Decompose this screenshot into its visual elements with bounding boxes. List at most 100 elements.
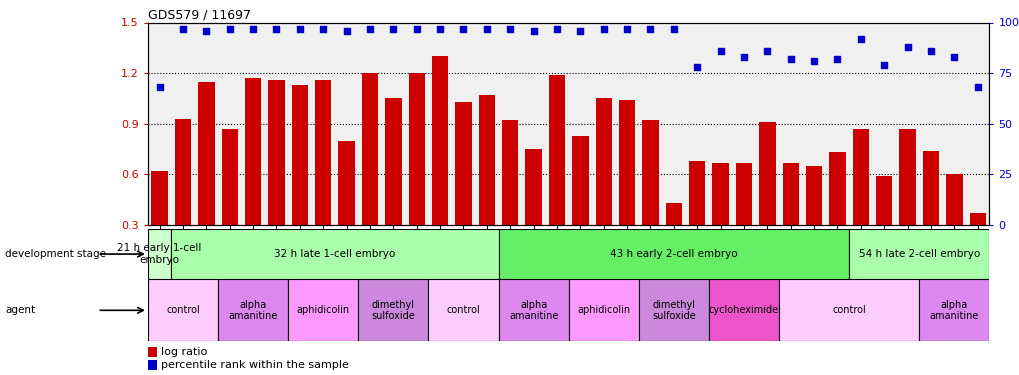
Point bbox=[969, 84, 985, 90]
Point bbox=[619, 26, 635, 32]
Text: 32 h late 1-cell embryo: 32 h late 1-cell embryo bbox=[274, 249, 395, 259]
Bar bbox=[638, 279, 708, 341]
Text: 54 h late 2-cell embryo: 54 h late 2-cell embryo bbox=[858, 249, 979, 259]
Text: alpha
amanitine: alpha amanitine bbox=[928, 300, 978, 321]
Text: control: control bbox=[446, 305, 480, 315]
Point bbox=[338, 28, 355, 34]
Bar bbox=[218, 279, 288, 341]
Text: dimethyl
sulfoxide: dimethyl sulfoxide bbox=[651, 300, 695, 321]
Point bbox=[409, 26, 425, 32]
Text: alpha
amanitine: alpha amanitine bbox=[508, 300, 557, 321]
Bar bbox=[221, 129, 237, 225]
Bar bbox=[572, 136, 588, 225]
Text: 43 h early 2-cell embryo: 43 h early 2-cell embryo bbox=[609, 249, 737, 259]
Point bbox=[711, 48, 728, 54]
Point bbox=[221, 26, 237, 32]
Point bbox=[478, 26, 494, 32]
Point bbox=[782, 56, 798, 62]
Point bbox=[454, 26, 471, 32]
Point bbox=[501, 26, 518, 32]
Bar bbox=[501, 120, 518, 225]
Bar bbox=[918, 279, 988, 341]
Point bbox=[758, 48, 774, 54]
Bar bbox=[268, 80, 284, 225]
Bar bbox=[946, 174, 962, 225]
Bar bbox=[288, 279, 358, 341]
Bar bbox=[148, 360, 157, 370]
Bar bbox=[498, 279, 569, 341]
Point bbox=[151, 84, 167, 90]
Point bbox=[735, 54, 751, 60]
Point bbox=[852, 36, 868, 42]
Point bbox=[805, 58, 821, 64]
Text: development stage: development stage bbox=[5, 249, 106, 259]
Bar bbox=[595, 99, 611, 225]
Bar bbox=[875, 176, 892, 225]
Point bbox=[268, 26, 284, 32]
Text: control: control bbox=[832, 305, 865, 315]
Text: alpha
amanitine: alpha amanitine bbox=[228, 300, 277, 321]
Bar bbox=[315, 80, 331, 225]
Bar bbox=[899, 129, 915, 225]
Text: dimethyl
sulfoxide: dimethyl sulfoxide bbox=[371, 300, 415, 321]
Bar bbox=[548, 75, 565, 225]
Bar bbox=[245, 78, 261, 225]
Bar bbox=[922, 151, 938, 225]
Point bbox=[665, 26, 682, 32]
Point bbox=[291, 26, 308, 32]
Bar bbox=[431, 56, 447, 225]
Text: aphidicolin: aphidicolin bbox=[297, 305, 350, 315]
Point bbox=[431, 26, 447, 32]
Point bbox=[689, 64, 705, 70]
Bar bbox=[828, 152, 845, 225]
Bar bbox=[708, 279, 779, 341]
Point bbox=[315, 26, 331, 32]
Point bbox=[922, 48, 938, 54]
Text: aphidicolin: aphidicolin bbox=[577, 305, 630, 315]
Point bbox=[572, 28, 588, 34]
Text: 21 h early 1-cell
embryo: 21 h early 1-cell embryo bbox=[117, 243, 202, 265]
Bar bbox=[174, 118, 191, 225]
Point bbox=[828, 56, 845, 62]
Bar bbox=[852, 129, 868, 225]
Bar bbox=[478, 95, 494, 225]
Point bbox=[875, 62, 892, 68]
Bar bbox=[642, 120, 658, 225]
Bar bbox=[498, 229, 848, 279]
Point bbox=[899, 44, 915, 50]
Bar bbox=[148, 229, 171, 279]
Point bbox=[642, 26, 658, 32]
Bar bbox=[171, 229, 498, 279]
Text: cycloheximide: cycloheximide bbox=[708, 305, 779, 315]
Text: GDS579 / 11697: GDS579 / 11697 bbox=[148, 8, 251, 21]
Point bbox=[548, 26, 565, 32]
Bar bbox=[409, 73, 425, 225]
Bar bbox=[758, 122, 774, 225]
Bar bbox=[454, 102, 471, 225]
Point bbox=[946, 54, 962, 60]
Bar bbox=[711, 163, 728, 225]
Bar bbox=[689, 161, 705, 225]
Bar bbox=[338, 141, 355, 225]
Text: control: control bbox=[166, 305, 200, 315]
Text: log ratio: log ratio bbox=[161, 347, 207, 357]
Bar bbox=[805, 166, 821, 225]
Point bbox=[174, 26, 191, 32]
Bar bbox=[385, 99, 401, 225]
Point bbox=[595, 26, 611, 32]
Bar bbox=[428, 279, 498, 341]
Bar bbox=[782, 163, 798, 225]
Bar bbox=[779, 279, 918, 341]
Text: percentile rank within the sample: percentile rank within the sample bbox=[161, 360, 348, 370]
Bar bbox=[362, 73, 378, 225]
Bar bbox=[969, 213, 985, 225]
Point bbox=[362, 26, 378, 32]
Bar bbox=[198, 82, 214, 225]
Bar bbox=[148, 347, 157, 357]
Point bbox=[385, 26, 401, 32]
Bar bbox=[358, 279, 428, 341]
Point bbox=[198, 28, 214, 34]
Bar bbox=[291, 85, 308, 225]
Bar bbox=[619, 100, 635, 225]
Text: agent: agent bbox=[5, 305, 36, 315]
